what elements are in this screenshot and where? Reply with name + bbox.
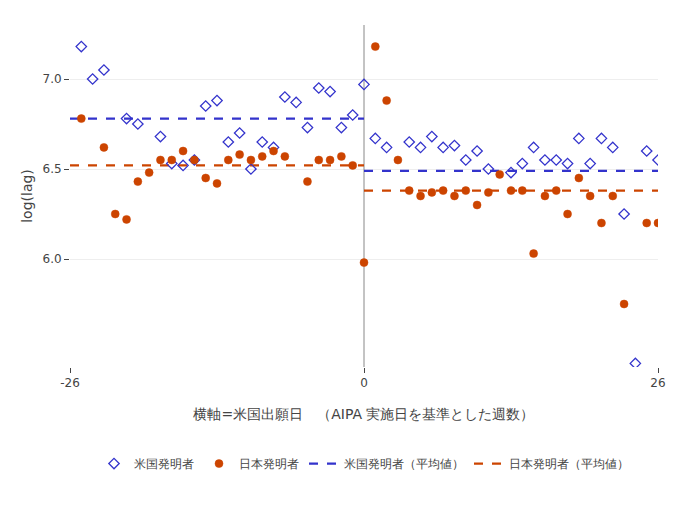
svg-text:0: 0: [360, 376, 368, 390]
svg-text:横軸=米国出願日 （AIPA 実施日を基準とした週数）: 横軸=米国出願日 （AIPA 実施日を基準とした週数）: [193, 406, 534, 422]
svg-text:日本発明者: 日本発明者: [239, 457, 299, 471]
svg-text:日本発明者（平均値）: 日本発明者（平均値）: [509, 457, 629, 471]
svg-text:-26: -26: [60, 376, 80, 390]
svg-text:6.5: 6.5: [43, 162, 62, 176]
svg-text:米国発明者: 米国発明者: [134, 457, 194, 471]
svg-text:米国発明者（平均値）: 米国発明者（平均値）: [344, 457, 464, 471]
svg-text:log(lag): log(lag): [19, 169, 35, 223]
svg-text:26: 26: [650, 376, 665, 390]
svg-text:7.0: 7.0: [43, 72, 62, 86]
svg-text:6.0: 6.0: [43, 252, 62, 266]
